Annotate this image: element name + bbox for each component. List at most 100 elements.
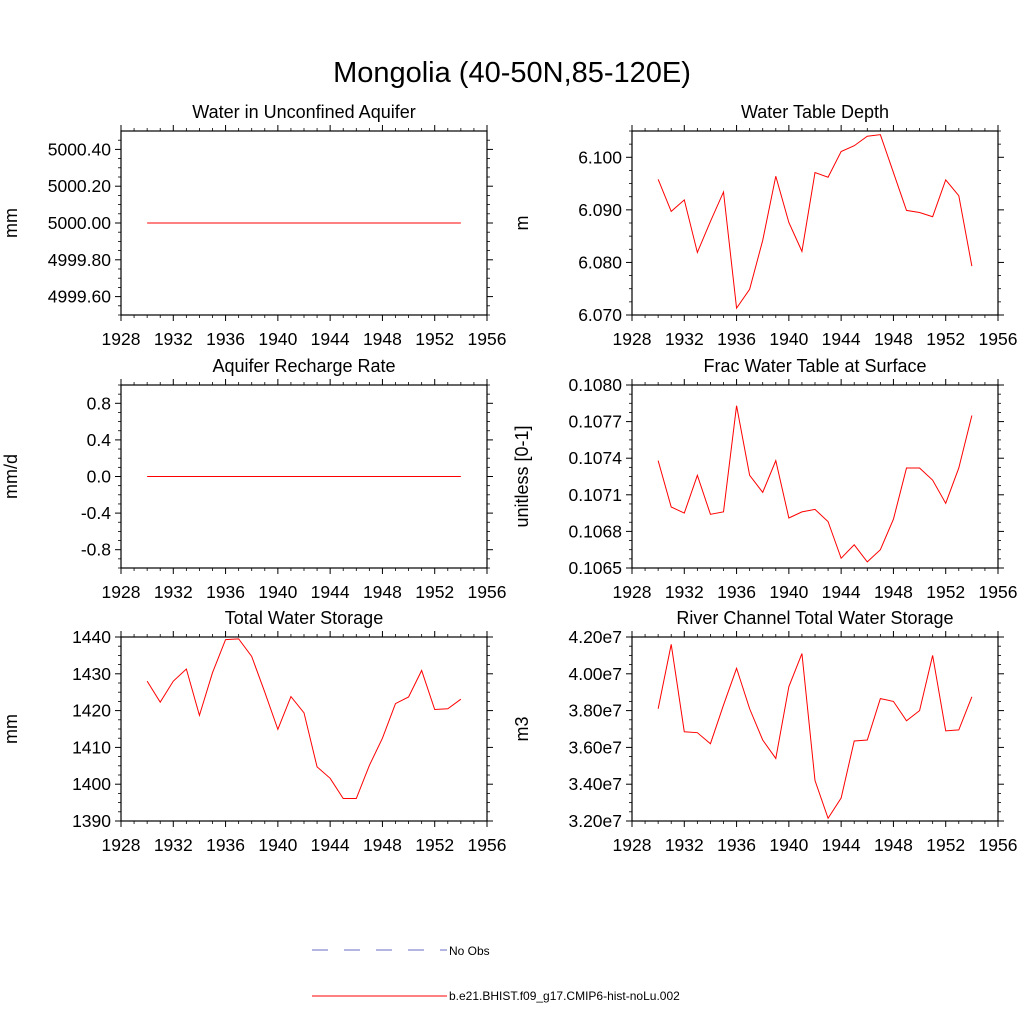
panel-title: Water Table Depth: [741, 102, 889, 122]
plot-frame: [631, 384, 999, 569]
x-tick-label: 1948: [874, 835, 913, 855]
x-tick-label: 1956: [979, 582, 1018, 602]
chart-panel: River Channel Total Water Storage m3 1928 1…: [512, 608, 1017, 855]
panels: Water in Unconfined Aquifer mm 1928 1932 193…: [1, 102, 1017, 855]
x-tick-label: 1932: [154, 835, 193, 855]
x-tick-label: 1944: [311, 582, 350, 602]
plot-frame: [631, 636, 999, 822]
x-tick-label: 1940: [769, 582, 808, 602]
x-tick-label: 1952: [415, 329, 454, 349]
chart-panel: Water in Unconfined Aquifer mm 1928 1932 193…: [1, 102, 506, 349]
series-line: [657, 405, 973, 563]
x-tick-label: 1940: [769, 835, 808, 855]
x-tick-label: 1948: [363, 582, 402, 602]
y-tick-label: 0.1074: [568, 448, 622, 468]
series-line: [657, 644, 973, 820]
x-tick-label: 1952: [415, 835, 454, 855]
x-tick-label: 1952: [926, 835, 965, 855]
legend-model-label: b.e21.BHIST.f09_g17.CMIP6-hist-noLu.002: [449, 989, 680, 1003]
y-tick-label: 3.80e7: [568, 701, 622, 721]
chart-panel: Aquifer Recharge Rate mm/d 1928 1932 1936 194…: [1, 356, 506, 602]
chart-panel: Water Table Depth m 1928 1932 1936 1940 1944 19…: [512, 102, 1017, 349]
y-tick-label: 1410: [72, 737, 111, 757]
x-tick-label: 1928: [102, 582, 141, 602]
x-tick-label: 1944: [822, 582, 861, 602]
x-tick-label: 1932: [154, 329, 193, 349]
x-tick-label: 1952: [926, 582, 965, 602]
x-tick-label: 1944: [311, 835, 350, 855]
x-tick-label: 1944: [311, 329, 350, 349]
y-tick-label: 6.100: [578, 147, 622, 167]
y-tick-label: 3.20e7: [568, 811, 622, 831]
x-tick-label: 1956: [468, 582, 507, 602]
x-tick-label: 1948: [874, 582, 913, 602]
chart-panel: Frac Water Table at Surface unitless [0-1…: [512, 356, 1017, 602]
y-tick-label: 1430: [72, 664, 111, 684]
y-axis-label: m3: [512, 716, 532, 741]
figure-title: Mongolia (40-50N,85-120E): [333, 57, 691, 89]
x-tick-label: 1948: [363, 329, 402, 349]
y-axis-label: mm: [1, 208, 21, 238]
y-tick-label: 6.070: [578, 305, 622, 325]
x-tick-label: 1928: [613, 835, 652, 855]
x-tick-label: 1940: [769, 329, 808, 349]
series-line: [657, 134, 973, 310]
x-tick-label: 1956: [468, 835, 507, 855]
plot-frame: [120, 636, 488, 822]
y-axis-label: mm: [1, 714, 21, 744]
y-tick-label: 5000.00: [48, 213, 112, 233]
x-tick-label: 1932: [665, 329, 704, 349]
x-tick-label: 1928: [102, 835, 141, 855]
y-tick-label: 6.090: [578, 200, 622, 220]
x-tick-label: 1928: [102, 329, 141, 349]
y-tick-label: 0.1077: [568, 412, 622, 432]
y-tick-label: 4.20e7: [568, 627, 622, 647]
chart-panel: Total Water Storage mm 1928 1932 1936 1940 194…: [1, 608, 506, 855]
y-tick-label: 5000.40: [48, 139, 112, 159]
x-tick-label: 1936: [717, 582, 756, 602]
y-tick-label: 0.8: [87, 393, 111, 413]
y-tick-label: 1440: [72, 627, 111, 647]
x-tick-label: 1928: [613, 582, 652, 602]
x-tick-label: 1940: [258, 329, 297, 349]
y-tick-label: 3.40e7: [568, 774, 622, 794]
x-tick-label: 1928: [613, 329, 652, 349]
panel-title: River Channel Total Water Storage: [676, 608, 953, 628]
panel-title: Aquifer Recharge Rate: [212, 356, 395, 376]
x-tick-label: 1948: [363, 835, 402, 855]
y-axis-label: m: [512, 216, 532, 231]
x-tick-label: 1936: [717, 329, 756, 349]
x-tick-label: 1948: [874, 329, 913, 349]
y-tick-label: 1390: [72, 811, 111, 831]
y-axis-label: unitless [0-1]: [512, 425, 532, 527]
y-tick-label: -0.8: [81, 540, 111, 560]
y-tick-label: 1400: [72, 774, 111, 794]
x-tick-label: 1936: [206, 835, 245, 855]
x-tick-label: 1932: [665, 835, 704, 855]
y-tick-label: 6.080: [578, 252, 622, 272]
legend-obs-label: No Obs: [449, 944, 490, 958]
plot-frame: [631, 130, 999, 316]
x-tick-label: 1956: [468, 329, 507, 349]
x-tick-label: 1944: [822, 835, 861, 855]
y-tick-label: 4999.60: [48, 287, 112, 307]
x-tick-label: 1956: [979, 329, 1018, 349]
y-tick-label: 0.1071: [568, 485, 622, 505]
series-line: [146, 638, 462, 800]
x-tick-label: 1936: [206, 329, 245, 349]
x-tick-label: 1940: [258, 835, 297, 855]
x-tick-label: 1952: [926, 329, 965, 349]
x-tick-label: 1936: [717, 835, 756, 855]
x-tick-label: 1940: [258, 582, 297, 602]
y-tick-label: 0.1065: [568, 558, 622, 578]
y-tick-label: 0.4: [87, 430, 112, 450]
x-tick-label: 1944: [822, 329, 861, 349]
x-tick-label: 1932: [665, 582, 704, 602]
y-tick-label: 4999.80: [48, 250, 112, 270]
y-tick-label: 1420: [72, 701, 111, 721]
panel-title: Total Water Storage: [225, 608, 383, 628]
legend: No Obs b.e21.BHIST.f09_g17.CMIP6-hist-no…: [312, 944, 680, 1003]
x-tick-label: 1932: [154, 582, 193, 602]
y-tick-label: 4.00e7: [568, 664, 622, 684]
